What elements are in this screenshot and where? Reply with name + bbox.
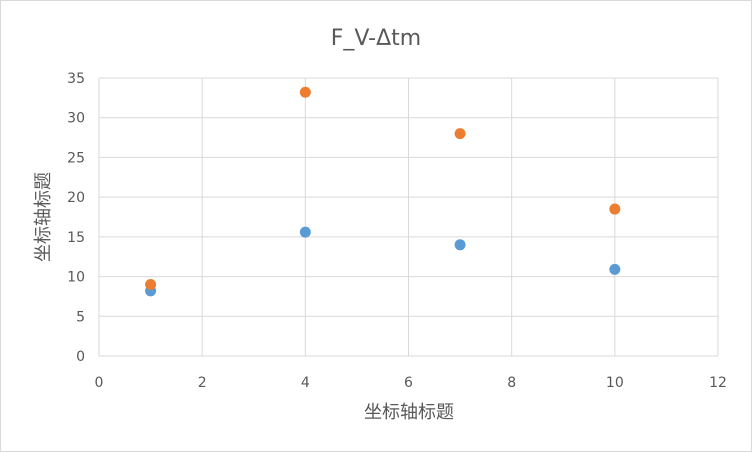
x-tick-label: 8 (507, 375, 516, 391)
series-2-point (145, 279, 157, 291)
y-tick-label: 5 (76, 309, 85, 325)
y-tick-label: 0 (76, 349, 85, 365)
series-2-point (454, 128, 466, 140)
y-tick-label: 35 (67, 71, 85, 87)
y-tick-label: 10 (67, 270, 85, 286)
y-tick-labels: 0 5 10 15 20 25 30 35 (67, 71, 85, 365)
series-1-point (299, 226, 311, 238)
y-axis-title: 坐标轴标题 (33, 172, 54, 262)
x-tick-label: 4 (301, 375, 310, 391)
y-tick-label: 25 (67, 150, 85, 166)
x-tick-label: 12 (709, 375, 727, 391)
y-tick-label: 20 (67, 190, 85, 206)
x-tick-label: 0 (95, 375, 104, 391)
x-tick-label: 6 (404, 375, 413, 391)
series-1-point (609, 263, 621, 275)
data-points (145, 86, 621, 297)
y-tick-label: 15 (67, 230, 85, 246)
x-tick-label: 2 (198, 375, 207, 391)
series-2-point (299, 86, 311, 98)
series-2-point (609, 203, 621, 215)
gridlines (98, 77, 719, 357)
x-tick-label: 10 (606, 375, 624, 391)
chart-title: F_V-Δtm (331, 26, 421, 51)
x-axis-title: 坐标轴标题 (364, 402, 454, 423)
series-1-point (454, 239, 466, 251)
x-tick-labels: 0 2 4 6 8 10 12 (95, 375, 727, 391)
y-tick-label: 30 (67, 111, 85, 127)
